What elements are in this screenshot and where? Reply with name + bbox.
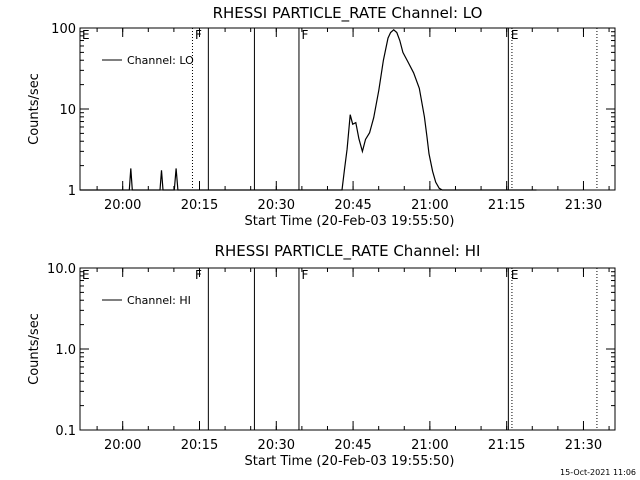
flag-label: E [511,268,519,282]
flag-label: F [195,28,202,42]
legend-label: Channel: HI [127,294,191,307]
x-tick-label: 20:15 [181,438,218,453]
flag-label: E [82,28,90,42]
hi-channel-panel: RHESSI PARTICLE_RATE Channel: HI 0.1 1.0 10… [27,242,616,469]
flag-label: F [301,268,308,282]
chart-title: RHESSI PARTICLE_RATE Channel: LO [213,4,483,23]
flag-label: E [511,28,519,42]
y-tick-label: 1 [68,184,76,199]
x-tick-label: 21:15 [488,198,525,213]
chart-title: RHESSI PARTICLE_RATE Channel: HI [215,242,481,261]
y-tick-label: 100 [51,22,76,37]
y-axis-label: Counts/sec [27,73,42,145]
y-tick-label: 10.0 [47,262,76,277]
flag-label: F [195,268,202,282]
x-axis-label: Start Time (20-Feb-03 19:55:50) [245,454,455,469]
x-tick-label: 20:00 [104,198,141,213]
x-tick-label: 21:30 [565,198,602,213]
y-tick-label: 0.1 [55,424,76,439]
flag-label: F [301,28,308,42]
x-tick-label: 21:30 [565,438,602,453]
plot-frame [79,267,616,431]
x-tick-label: 20:00 [104,438,141,453]
lo-channel-panel: RHESSI PARTICLE_RATE Channel: LO 1 10 100 Co… [27,4,616,229]
y-tick-label: 10 [59,103,76,118]
x-tick-label: 20:45 [334,438,371,453]
flag-label: E [82,268,90,282]
plot-timestamp: 15-Oct-2021 11:06 [560,468,636,477]
plot-frame [79,27,616,191]
x-tick-label: 20:45 [334,198,371,213]
y-tick-label: 1.0 [55,343,76,358]
x-tick-label: 21:00 [411,438,448,453]
series-line [80,29,537,191]
x-tick-label: 20:30 [258,198,295,213]
x-tick-label: 21:15 [488,438,525,453]
y-axis-label: Counts/sec [27,313,42,385]
x-tick-label: 20:15 [181,198,218,213]
x-tick-label: 21:00 [411,198,448,213]
legend-label: Channel: LO [127,54,194,67]
x-tick-label: 20:30 [258,438,295,453]
x-axis-label: Start Time (20-Feb-03 19:55:50) [245,214,455,229]
